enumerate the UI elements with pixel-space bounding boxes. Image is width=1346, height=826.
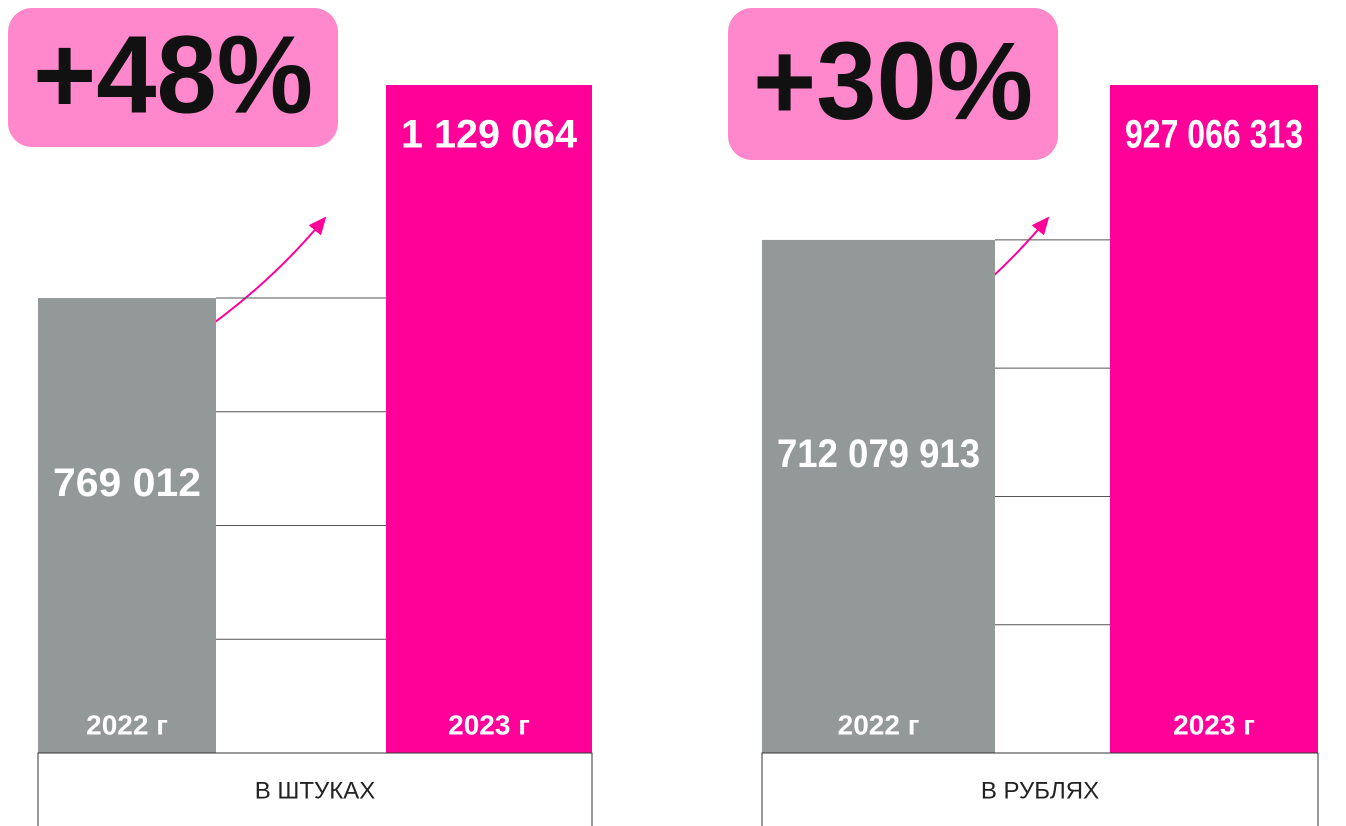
value-label: 927 066 313 [1125,113,1303,157]
badge [728,8,1058,160]
category-label: 2022 г [86,709,168,740]
value-label: 1 129 064 [401,113,578,157]
value-label: 712 079 913 [777,432,980,476]
badge [8,8,338,147]
category-label: 2023 г [1173,709,1255,740]
bar [38,298,216,753]
growth-annotation: +30% [753,20,1033,143]
value-label: 769 012 [53,461,201,505]
category-label: 2022 г [838,709,920,740]
bar [386,85,592,753]
category-label: 2023 г [448,709,530,740]
bar [762,239,995,753]
label-box [37,752,593,826]
axis-label: В РУБЛЯХ [981,777,1099,804]
bar [1110,85,1318,753]
axis-label: В ШТУКАХ [255,777,376,804]
label-box [761,752,1319,826]
growth-annotation: +48% [33,14,313,137]
